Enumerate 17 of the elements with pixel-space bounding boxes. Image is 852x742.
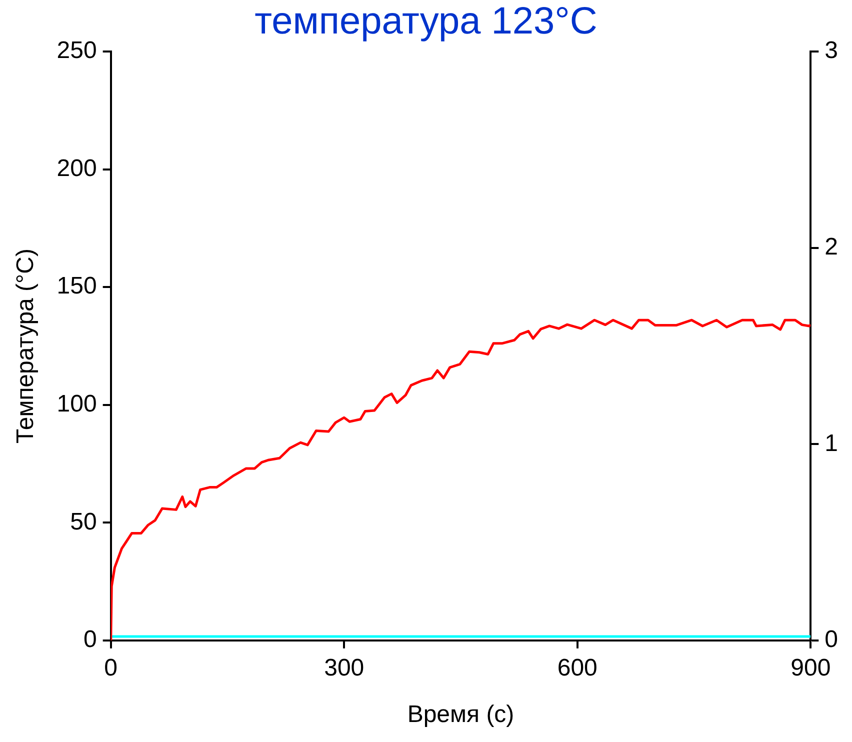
x-tick-label: 600 — [557, 654, 598, 682]
x-tick-label: 0 — [104, 654, 118, 682]
y2-tick-label: 3 — [824, 37, 838, 64]
y-tick-label: 50 — [70, 508, 97, 536]
x-tick-label: 300 — [324, 654, 364, 682]
y-tick-label: 150 — [56, 272, 97, 300]
y-axis-title: Температура (°C) — [12, 248, 40, 444]
y2-tick-label: 1 — [824, 430, 838, 457]
x-tick-label: 900 — [790, 654, 831, 682]
chart-title: температура 123°C — [254, 0, 598, 42]
y-tick-label: 250 — [56, 37, 97, 64]
y-tick-label: 200 — [56, 154, 97, 182]
y2-tick-label: 2 — [824, 233, 838, 260]
y-tick-label: 100 — [56, 390, 97, 418]
y-tick-label: 0 — [83, 626, 97, 654]
x-axis-title: Время (с) — [407, 701, 514, 728]
y2-tick-label: 0 — [824, 626, 838, 654]
